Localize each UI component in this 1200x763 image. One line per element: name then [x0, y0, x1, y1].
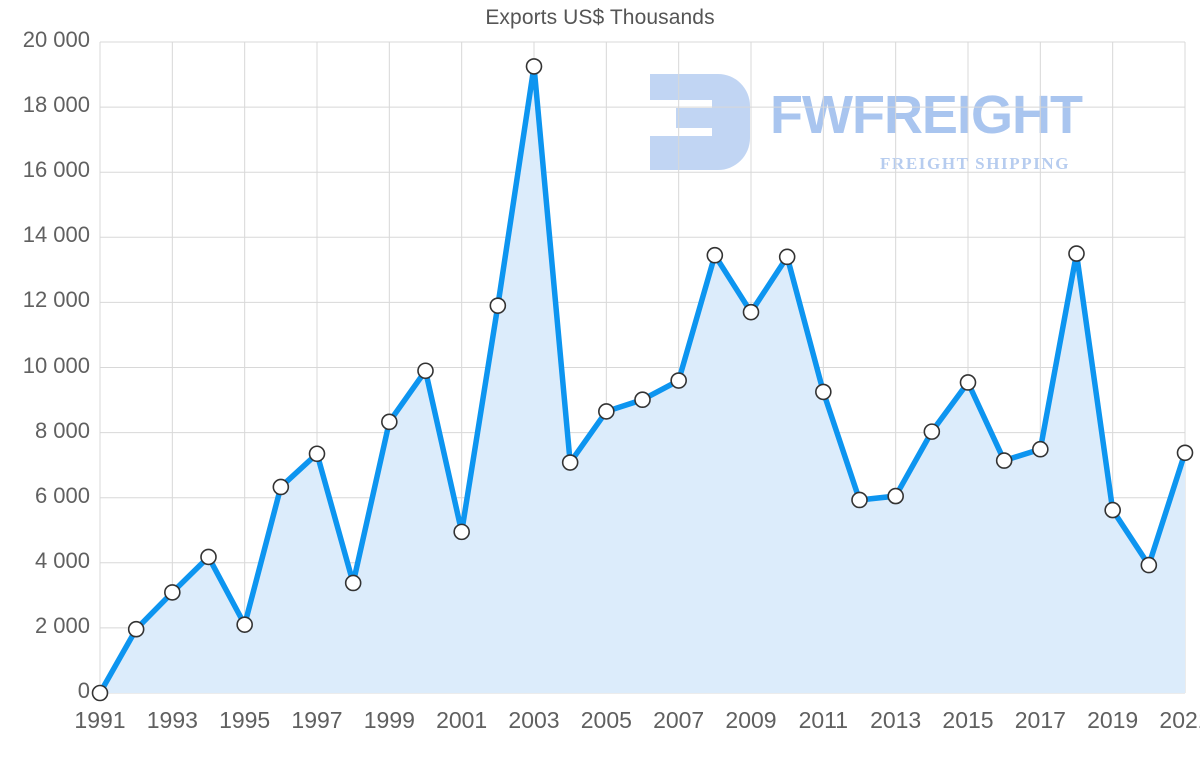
data-point-marker[interactable] [959, 374, 977, 391]
x-axis-tick-label: 1995 [219, 707, 271, 733]
y-axis-tick-label: 8 000 [34, 417, 90, 443]
data-point-marker[interactable] [1068, 245, 1085, 262]
data-point-marker[interactable] [851, 491, 868, 509]
data-point-marker[interactable] [344, 574, 362, 592]
y-axis-tick-label: 14 000 [22, 222, 90, 248]
data-point-marker[interactable] [742, 303, 760, 321]
y-axis-tick-label: 18 000 [22, 92, 90, 118]
data-point-marker[interactable] [453, 523, 470, 541]
data-point-marker[interactable] [923, 423, 941, 440]
x-axis-tick-label: 2007 [653, 707, 705, 733]
x-axis-tick-label: 2001 [436, 707, 488, 733]
y-axis-tick-label: 16 000 [22, 157, 90, 183]
data-point-marker[interactable] [381, 413, 398, 431]
x-axis-tick-label: 2003 [508, 707, 560, 733]
data-point-marker[interactable] [200, 548, 217, 566]
y-axis-tick-label: 4 000 [34, 547, 90, 573]
data-point-marker[interactable] [1176, 444, 1194, 462]
y-axis-tick-label: 12 000 [22, 287, 90, 313]
data-point-marker[interactable] [706, 246, 724, 264]
x-axis-tick-label: 1997 [291, 707, 343, 733]
data-point-marker[interactable] [91, 684, 109, 702]
x-axis-tick-label: 2019 [1087, 707, 1139, 733]
x-axis-tick-label: 2013 [870, 707, 922, 733]
x-axis-tick-label: 2011 [798, 707, 849, 733]
data-point-marker[interactable] [236, 616, 253, 633]
area-fill [100, 66, 1185, 693]
data-point-marker[interactable] [164, 584, 181, 601]
data-point-marker[interactable] [525, 58, 543, 75]
y-axis-tick-label: 6 000 [34, 482, 90, 508]
data-point-marker[interactable] [815, 383, 832, 401]
data-point-marker[interactable] [1104, 501, 1121, 519]
data-point-markers [91, 58, 1194, 702]
y-axis-tick-label: 10 000 [22, 352, 90, 378]
y-axis-tick-label: 0 [77, 678, 90, 703]
x-axis-tick-label: 2017 [1014, 707, 1066, 733]
x-axis-tick-label: 1993 [146, 707, 198, 733]
data-point-marker[interactable] [887, 487, 904, 505]
data-point-marker[interactable] [1032, 440, 1049, 458]
x-axis-tick-label: 2015 [942, 707, 994, 733]
data-point-marker[interactable] [778, 248, 796, 266]
x-axis-tick-label: 2009 [725, 707, 777, 733]
x-axis-tick-label: 1991 [74, 707, 126, 733]
x-axis-tick-label: 2005 [580, 707, 632, 733]
y-axis-tick-label: 2 000 [34, 612, 90, 638]
data-point-marker[interactable] [272, 478, 290, 496]
data-point-marker[interactable] [670, 372, 687, 389]
data-point-marker[interactable] [308, 445, 326, 463]
data-point-marker[interactable] [995, 452, 1013, 469]
chart-title: Exports US$ Thousands [485, 6, 715, 29]
data-point-marker[interactable] [598, 403, 615, 420]
data-point-marker[interactable] [561, 454, 579, 471]
data-point-marker[interactable] [127, 620, 145, 638]
x-axis-tick-label: 2021 [1159, 707, 1200, 733]
data-point-marker[interactable] [489, 297, 507, 314]
data-point-marker[interactable] [634, 391, 651, 409]
data-point-marker[interactable] [1140, 556, 1158, 574]
data-point-marker[interactable] [417, 362, 434, 380]
x-axis-tick-label: 1999 [363, 707, 415, 733]
y-axis-tick-label: 20 000 [22, 27, 90, 52]
